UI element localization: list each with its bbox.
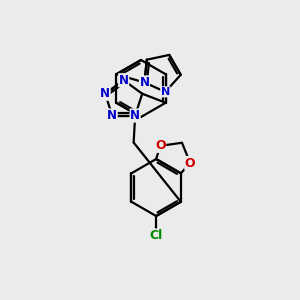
Text: Cl: Cl [149, 229, 163, 242]
Text: O: O [155, 139, 166, 152]
Text: N: N [130, 109, 140, 122]
Text: N: N [100, 87, 110, 100]
Text: N: N [119, 74, 129, 87]
Text: O: O [185, 157, 196, 169]
Text: N: N [161, 87, 170, 97]
Text: N: N [140, 76, 149, 89]
Text: N: N [107, 109, 117, 122]
